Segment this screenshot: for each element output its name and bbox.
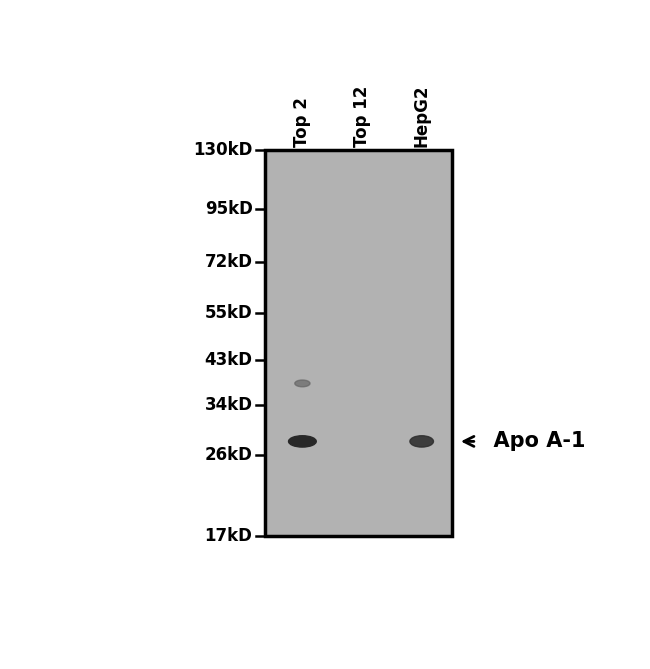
Bar — [265, 150, 452, 536]
Ellipse shape — [410, 436, 434, 447]
Ellipse shape — [295, 380, 310, 387]
Text: Top 12: Top 12 — [353, 86, 371, 147]
Text: 95kD: 95kD — [205, 201, 252, 218]
Text: 26kD: 26kD — [205, 446, 252, 464]
Text: 130kD: 130kD — [193, 140, 252, 159]
Text: HepG2: HepG2 — [413, 85, 431, 147]
Text: 72kD: 72kD — [205, 253, 252, 271]
Bar — [265, 150, 452, 536]
Text: 34kD: 34kD — [205, 395, 252, 413]
Text: 55kD: 55kD — [205, 304, 252, 322]
Text: 17kD: 17kD — [205, 527, 252, 545]
Text: Top 2: Top 2 — [293, 98, 311, 147]
Ellipse shape — [289, 436, 317, 447]
Text: 43kD: 43kD — [205, 351, 252, 369]
Text: Apo A-1: Apo A-1 — [479, 432, 586, 452]
